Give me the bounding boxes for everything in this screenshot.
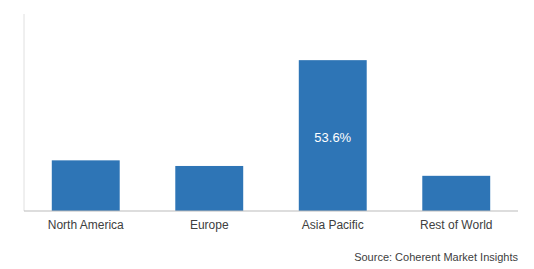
x-tick-label: Europe [190, 218, 229, 232]
x-axis-line [24, 211, 518, 212]
source-note: Source: Coherent Market Insights [354, 251, 518, 263]
chart: 53.6% North America Europe Asia Pacific Rest… [0, 0, 534, 269]
bar [52, 160, 120, 211]
labels: 53.6% [314, 130, 351, 145]
bar [299, 60, 367, 211]
bar [175, 166, 243, 211]
bars [52, 60, 490, 211]
x-tick-label: North America [48, 218, 124, 232]
chart-container: 53.6% North America Europe Asia Pacific Rest… [0, 0, 534, 269]
bar [422, 176, 490, 211]
data-label: 53.6% [314, 130, 351, 145]
y-axis-line [24, 14, 25, 211]
x-tick-label: Asia Pacific [302, 218, 364, 232]
x-tick-label: Rest of World [420, 218, 492, 232]
